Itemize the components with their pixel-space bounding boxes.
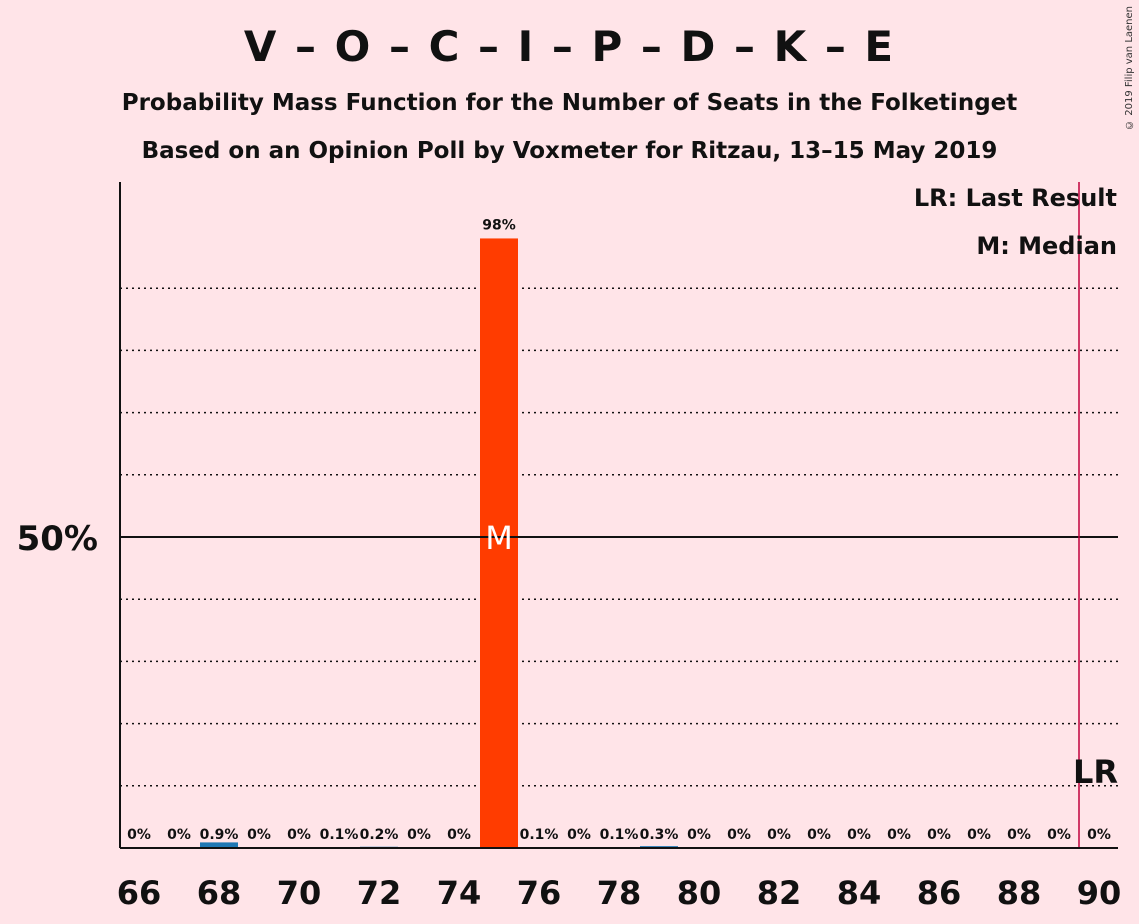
x-tick-label-82: 82 bbox=[757, 874, 802, 912]
bar-label-72: 0.2% bbox=[360, 827, 399, 843]
x-tick-label-76: 76 bbox=[517, 874, 562, 912]
bar-label-77: 0% bbox=[567, 827, 591, 843]
bar-label-76: 0.1% bbox=[520, 827, 559, 843]
x-tick-label-80: 80 bbox=[677, 874, 722, 912]
median-marker: M bbox=[485, 519, 513, 557]
legend-last-result: LR: Last Result bbox=[913, 184, 1117, 212]
bar-label-81: 0% bbox=[727, 827, 751, 843]
y-tick-label-50: 50% bbox=[17, 519, 98, 559]
chart-title: V – O – C – I – P – D – K – E bbox=[243, 22, 896, 71]
chart-source-line: Based on an Opinion Poll by Voxmeter for… bbox=[141, 138, 998, 164]
x-tick-label-68: 68 bbox=[197, 874, 242, 912]
bar-label-90: 0% bbox=[1087, 827, 1111, 843]
chart-subtitle: Probability Mass Function for the Number… bbox=[121, 90, 1018, 116]
bar-label-86: 0% bbox=[927, 827, 951, 843]
bar-label-89: 0% bbox=[1047, 827, 1071, 843]
bar-label-88: 0% bbox=[1007, 827, 1031, 843]
bar-label-83: 0% bbox=[807, 827, 831, 843]
x-tick-label-86: 86 bbox=[917, 874, 962, 912]
bar-label-73: 0% bbox=[407, 827, 431, 843]
bar-label-75: 98% bbox=[482, 217, 516, 233]
bar-68 bbox=[200, 842, 238, 848]
bar-label-69: 0% bbox=[247, 827, 271, 843]
bar-label-79: 0.3% bbox=[640, 827, 679, 843]
bar-label-71: 0.1% bbox=[320, 827, 359, 843]
x-tick-label-78: 78 bbox=[597, 874, 642, 912]
bar-label-67: 0% bbox=[167, 827, 191, 843]
last-result-marker: LR bbox=[1073, 753, 1118, 791]
x-tick-label-84: 84 bbox=[837, 874, 882, 912]
x-tick-label-74: 74 bbox=[437, 874, 482, 912]
bar-75 bbox=[480, 238, 518, 848]
bar-label-70: 0% bbox=[287, 827, 311, 843]
bar-label-82: 0% bbox=[767, 827, 791, 843]
legend-median: M: Median bbox=[976, 232, 1117, 260]
bar-label-78: 0.1% bbox=[600, 827, 639, 843]
x-tick-label-72: 72 bbox=[357, 874, 402, 912]
bar-label-74: 0% bbox=[447, 827, 471, 843]
bar-label-84: 0% bbox=[847, 827, 871, 843]
bar-label-87: 0% bbox=[967, 827, 991, 843]
bar-label-66: 0% bbox=[127, 827, 151, 843]
x-tick-label-90: 90 bbox=[1077, 874, 1122, 912]
x-tick-label-70: 70 bbox=[277, 874, 322, 912]
bar-label-85: 0% bbox=[887, 827, 911, 843]
bar-label-68: 0.9% bbox=[200, 827, 239, 843]
x-tick-label-88: 88 bbox=[997, 874, 1042, 912]
bar-label-80: 0% bbox=[687, 827, 711, 843]
x-tick-label-66: 66 bbox=[117, 874, 162, 912]
